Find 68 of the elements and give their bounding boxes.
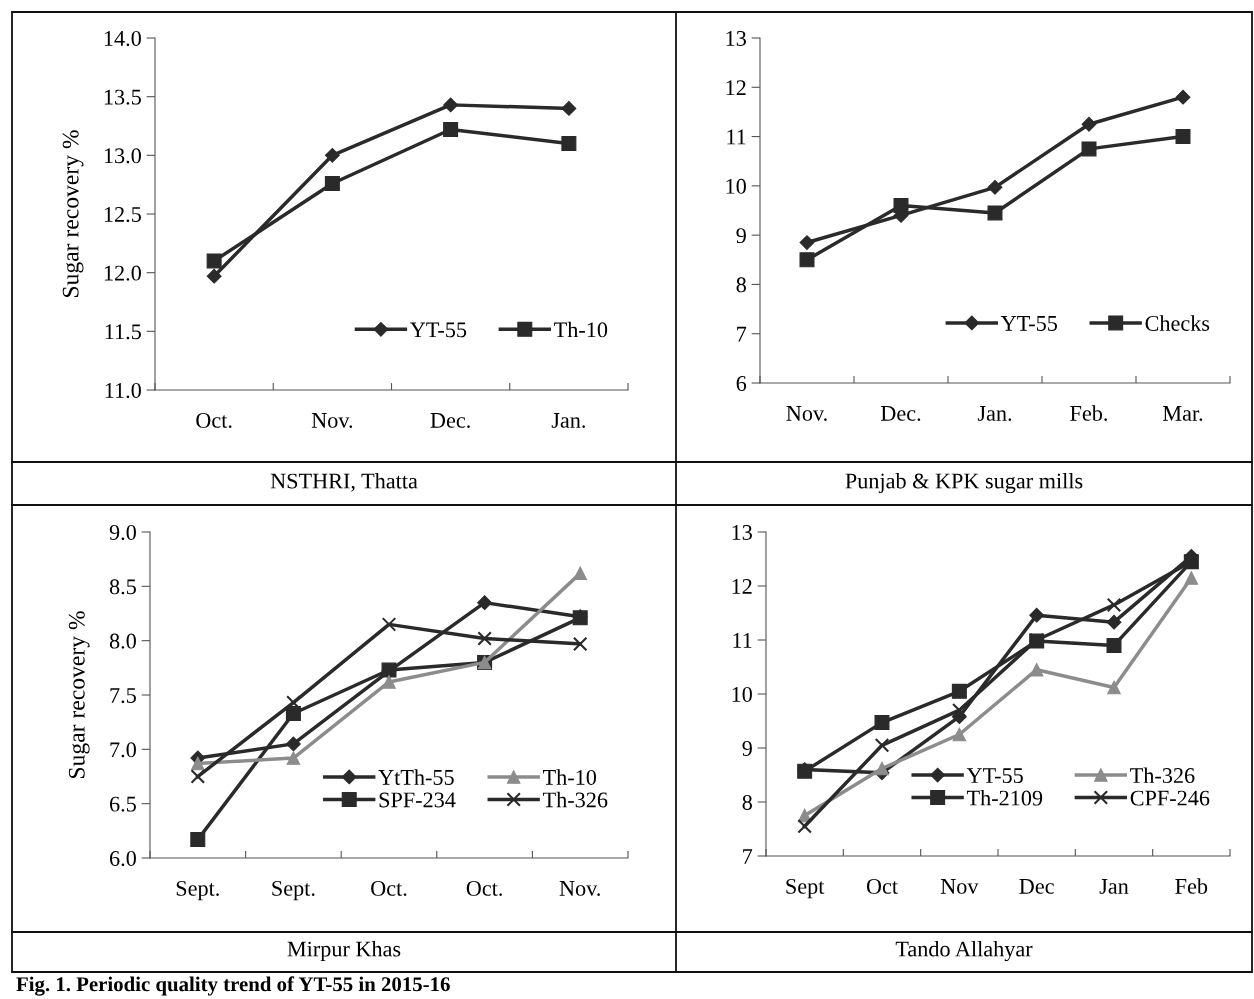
x-tick-label: Dec. [430,413,470,428]
y-tick-label: 9 [736,228,746,244]
y-tick-label: 11 [727,129,746,145]
x-axis-title: Tando Allahyar [895,940,1033,962]
x-tick-label: Dec [1019,879,1054,894]
legend-label: Th-2109 [966,789,1043,806]
x-tick-label: Jan. [977,406,1012,421]
y-axis-title: Sugar recovery % [62,130,84,297]
legend-label: SPF-234 [379,792,456,808]
y-tick-label: 8 [736,277,746,293]
x-axis-title: NSTHRI, Thatta [270,472,418,492]
x-tick-label: Feb [1175,878,1208,894]
y-tick-label: 10 [732,686,752,702]
legend-label: CPF-246 [1130,790,1210,806]
x-tick-label: Nov. [559,881,600,896]
y-axis-title: Sugar recovery % [68,611,90,778]
x-tick-label: Jan [1099,879,1129,894]
y-tick-label: 11.0 [105,382,141,399]
legend-label: Th-10 [542,769,597,785]
x-tick-label: Nov. [311,413,353,428]
y-tick-label: 9.0 [109,524,136,541]
y-tick-label: 7.0 [110,742,136,758]
y-tick-label: 6.0 [109,850,136,867]
x-tick-label: Nov. [786,406,827,421]
y-tick-label: 13.0 [104,148,141,164]
x-tick-label: Oct. [196,412,232,428]
x-tick-label: Oct [866,878,898,894]
y-tick-label: 13 [732,524,752,540]
y-tick-label: 13 [726,30,746,46]
legend-label: Th-326 [1130,767,1195,784]
y-tick-label: 7 [737,326,747,342]
y-tick-label: 10 [726,178,746,194]
y-tick-label: 8.0 [109,633,136,649]
legend-label: YT-55 [410,322,467,338]
y-tick-label: 9 [742,740,752,756]
x-tick-label: Jan. [551,413,585,428]
legend-label: Th-326 [542,791,608,808]
y-tick-label: 12.5 [104,206,141,223]
x-tick-label: Feb. [1070,405,1107,421]
y-tick-label: 11.5 [105,324,141,340]
y-tick-label: 7.5 [110,688,136,704]
x-tick-label: Sept. [272,880,315,901]
legend-label: YT-55 [1000,316,1058,331]
y-tick-label: 11 [733,633,752,648]
caption: Fig. 1. Periodic quality trend of YT-55 in 2015-16 [16,976,450,996]
y-tick-label: 8.5 [109,579,136,595]
x-tick-label: Mar. [1162,406,1203,421]
y-tick-label: 12 [732,578,752,594]
x-tick-label: Sept. [176,880,219,901]
y-tick-label: 14.0 [104,30,141,47]
x-tick-label: Oct. [466,880,502,896]
x-tick-label: Dec. [880,406,921,421]
x-axis-title: Mirpur Khas [287,940,401,962]
legend-label: YtTh-55 [378,769,454,785]
legend-label: YT-55 [966,768,1023,784]
y-tick-label: 13.5 [104,89,141,105]
x-tick-label: Nov [940,879,979,894]
y-tick-label: 6.5 [109,796,136,812]
y-tick-label: 6 [736,375,747,391]
legend-label: Th-10 [554,321,608,338]
y-tick-label: 8 [742,794,752,810]
y-tick-label: 12 [726,80,746,95]
legend-label: Checks [1145,315,1210,331]
x-axis-title: Punjab & KPK sugar mills [845,472,1083,494]
x-tick-label: Sept [786,878,825,899]
x-tick-label: Oct. [371,880,407,896]
y-tick-label: 7 [743,849,753,864]
y-tick-label: 12.0 [104,265,141,281]
